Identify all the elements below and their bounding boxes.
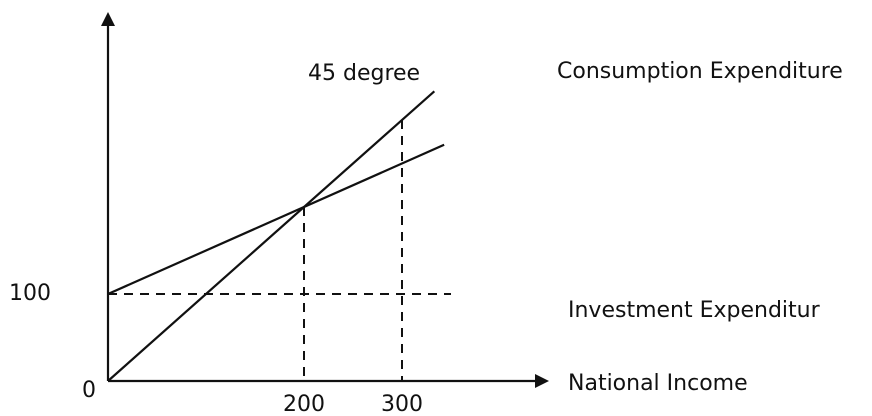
y-axis-arrow [101, 12, 115, 26]
x-axis-label: National Income [568, 371, 748, 396]
axes [101, 12, 549, 388]
x-axis-arrow [535, 374, 549, 388]
x-tick-label-200: 200 [283, 392, 325, 416]
series-label-45-degree: 45 degree [308, 61, 420, 86]
series-label-consumption-expenditure: Consumption Expenditure [557, 59, 843, 84]
y-tick-label-100: 100 [9, 281, 51, 306]
x-tick-label-300: 300 [381, 392, 423, 416]
series-line-45-degree [107, 90, 436, 382]
series-label-investment-expenditur: Investment Expenditur [568, 298, 821, 323]
plot-labels: 45 degree Consumption Expenditure Investme… [9, 59, 843, 416]
plot-lines [107, 90, 451, 382]
origin-label: 0 [82, 378, 96, 403]
series-line-consumption-expenditure [107, 143, 445, 296]
